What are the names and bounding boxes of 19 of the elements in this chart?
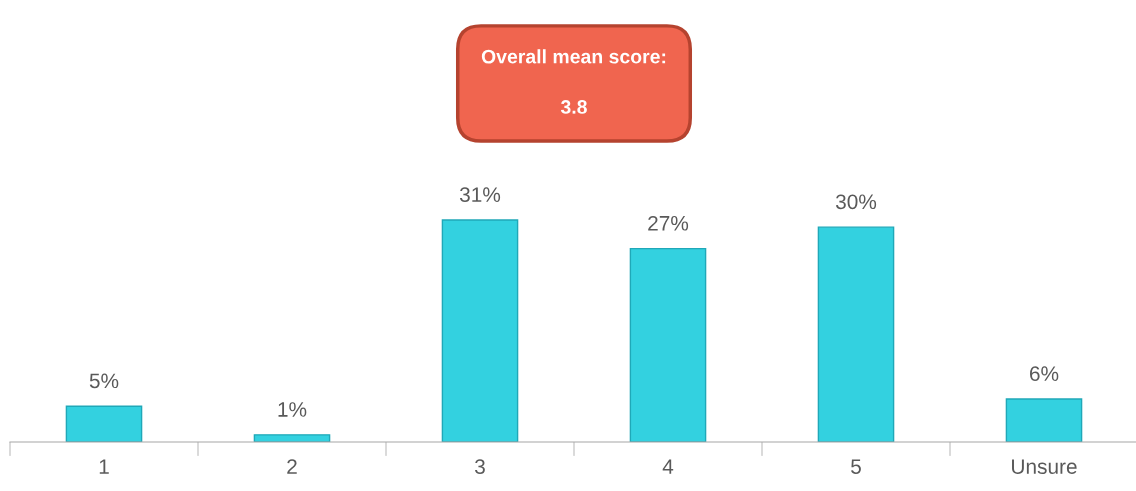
text: 3.8 [560,100,587,114]
x-tick-label: 5 [851,459,861,474]
bar [1005,398,1083,442]
x-tick-label: Unsure [1012,459,1077,474]
bar [629,247,707,442]
data-label: 31% [459,187,501,202]
bar [441,219,519,442]
bar [817,226,895,442]
x-tick-label: 4 [662,459,674,474]
x-tick-label: 1 [99,459,109,474]
data-label: 1% [278,402,307,417]
data-label: 5% [89,373,119,389]
data-label: 6% [1030,366,1059,382]
data-label: 27% [648,215,689,231]
bar [65,405,143,442]
data-label: 30% [835,194,877,210]
x-tick-label: 2 [287,459,297,474]
text: Overall mean score: [481,49,666,64]
x-tick-label: 3 [475,459,485,474]
